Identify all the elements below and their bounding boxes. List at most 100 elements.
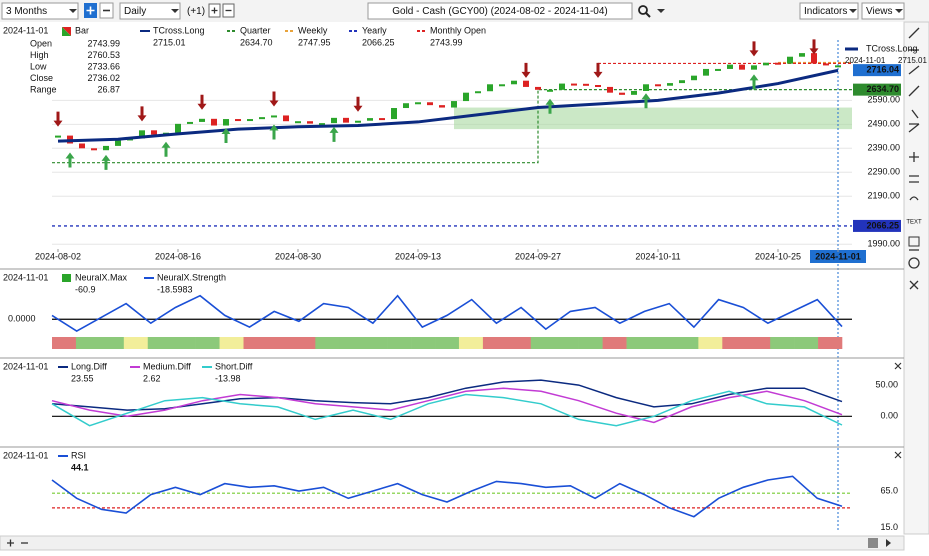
price-bar <box>199 118 205 122</box>
close-tool[interactable] <box>909 280 919 290</box>
text-tool[interactable]: TEXT <box>906 220 922 226</box>
views-button-label[interactable]: Views <box>866 6 893 17</box>
interval-select-label[interactable]: Daily <box>124 6 146 17</box>
price-bar <box>835 65 841 68</box>
panel-close[interactable] <box>894 451 902 459</box>
signal-strip <box>171 337 196 349</box>
symbol-title-label[interactable]: Gold - Cash (GCY00) (2024-08-02 - 2024-1… <box>392 6 607 17</box>
search-handle <box>645 12 651 18</box>
diff-line <box>51 390 843 427</box>
panel-close[interactable] <box>894 362 902 370</box>
circle-tool[interactable] <box>908 257 920 269</box>
sell-arrow <box>269 91 279 107</box>
price-bar <box>259 117 265 120</box>
diff-line <box>51 379 843 411</box>
rsi-line <box>51 475 843 518</box>
price-bar <box>271 115 277 118</box>
sell-arrow <box>593 62 603 78</box>
signal-strip <box>602 337 627 349</box>
x-tick-label: 2024-08-02 <box>35 251 81 261</box>
y-tick-label: 2290.00 <box>867 167 900 177</box>
ohlc-value: 2743.99 <box>87 38 120 48</box>
scroll-plus[interactable] <box>7 539 14 547</box>
legend-name: NeuralX.Max <box>75 272 128 282</box>
quarter-level <box>52 89 852 164</box>
period-select[interactable] <box>1 2 79 20</box>
signal-strip <box>243 337 268 349</box>
price-bar <box>523 80 529 87</box>
tool-icon[interactable] <box>909 175 919 183</box>
ohlc-value: 2760.53 <box>87 50 120 60</box>
legend-value: 2066.25 <box>362 37 395 47</box>
symbol-title[interactable] <box>367 2 633 20</box>
tool-icon[interactable] <box>908 27 920 39</box>
price-bar <box>379 118 385 121</box>
signal-strip <box>698 337 723 349</box>
signal-strip <box>482 337 508 349</box>
x-tick-label: 2024-11-01 <box>815 251 861 261</box>
tcross-tag-value: 2715.01 <box>898 56 927 65</box>
signal-strip <box>435 337 460 349</box>
buy-arrow <box>269 124 279 140</box>
legend-name: Monthly Open <box>430 25 486 35</box>
signal-strip <box>52 337 77 349</box>
price-bar <box>427 102 433 106</box>
legend-value: 2743.99 <box>430 37 463 47</box>
x-tick-label: 2024-09-13 <box>395 251 441 261</box>
tcross-tag-date: 2024-11-01 <box>845 56 886 65</box>
tool-icon[interactable] <box>909 152 919 162</box>
price-bar <box>583 83 589 86</box>
price-tag-label: 2716.04 <box>866 65 899 75</box>
signal-strip <box>554 337 579 349</box>
legend-value: 2747.95 <box>298 37 331 47</box>
price-bar <box>655 84 661 87</box>
price-bar <box>355 120 361 123</box>
square-tool[interactable] <box>908 236 920 247</box>
scroll-thumb[interactable] <box>868 538 878 548</box>
tool-icon[interactable] <box>908 123 920 133</box>
signal-strip <box>746 337 771 349</box>
tool-icon[interactable] <box>908 85 920 97</box>
tool-icon[interactable] <box>911 109 919 119</box>
ohlc-label: High <box>30 50 49 60</box>
price-tag <box>853 83 901 96</box>
price-bar <box>571 83 577 86</box>
sidebar-bg <box>903 21 929 535</box>
signal-strip <box>770 337 795 349</box>
sell-arrow <box>137 106 147 122</box>
signal-strip <box>147 337 172 349</box>
ohlc-label: Low <box>30 61 47 71</box>
legend-value: -60.9 <box>75 284 96 294</box>
indicators-button[interactable] <box>799 2 859 20</box>
price-bar <box>727 64 733 69</box>
tool-icon[interactable] <box>909 196 919 201</box>
scroll-right[interactable] <box>886 539 891 547</box>
signal-strip <box>195 337 220 349</box>
strength-line <box>51 294 843 333</box>
legend-name: Weekly <box>298 25 328 35</box>
search-icon[interactable] <box>638 5 648 15</box>
signal-strip <box>722 337 747 349</box>
price-bar <box>115 139 121 146</box>
price-bar <box>319 123 325 126</box>
indicators-button-label[interactable]: Indicators <box>804 6 847 17</box>
signal-strip <box>506 337 532 349</box>
ohlc-value: 2736.02 <box>87 73 120 83</box>
buy-arrow <box>65 152 75 168</box>
price-bar <box>343 117 349 123</box>
tool-icon[interactable] <box>908 65 920 75</box>
y-tick-label: 50.00 <box>875 379 898 389</box>
price-bar <box>439 105 445 108</box>
x-tick-label: 2024-08-16 <box>155 251 201 261</box>
y-tick-label: 1990.00 <box>867 239 900 249</box>
interval-select[interactable] <box>119 2 181 20</box>
legend-value: 23.55 <box>71 373 94 383</box>
signal-strip <box>650 337 675 349</box>
legend-name: TCross.Long <box>153 25 205 35</box>
views-button[interactable] <box>861 2 905 20</box>
dropdown-arrow <box>171 9 179 13</box>
signal-strip <box>530 337 556 349</box>
period-select-label[interactable]: 3 Months <box>6 6 47 17</box>
buy-arrow <box>221 128 231 144</box>
legend-value: 2634.70 <box>240 37 273 47</box>
